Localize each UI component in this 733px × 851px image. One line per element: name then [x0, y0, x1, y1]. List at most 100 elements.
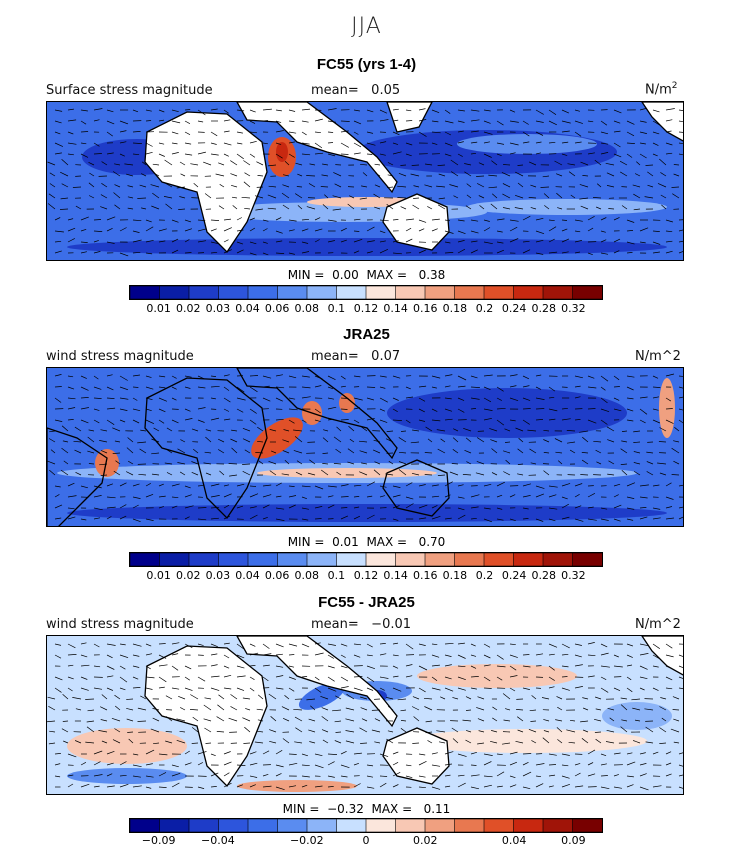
wind-vector	[490, 439, 498, 443]
wind-vector	[477, 696, 485, 700]
wind-vector	[106, 654, 113, 659]
panel1-units-sup: 2	[671, 81, 678, 91]
wind-vector	[54, 775, 61, 778]
wind-vector	[561, 783, 571, 788]
wind-vector	[152, 192, 160, 199]
wind-vector	[387, 706, 394, 711]
wind-vector	[388, 460, 394, 465]
wind-vector	[492, 717, 498, 722]
wind-vector	[203, 462, 212, 465]
wind-vector	[392, 518, 399, 521]
wind-vector	[483, 386, 491, 391]
wind-vector	[366, 397, 374, 401]
wind-vector	[204, 697, 212, 700]
wind-vector	[249, 386, 258, 393]
wind-vector	[171, 375, 177, 379]
stress-band	[257, 468, 437, 478]
wind-vector	[522, 495, 531, 498]
wind-vector	[145, 786, 152, 789]
wind-vector	[132, 785, 142, 788]
wind-vector	[548, 396, 555, 399]
wind-vector	[47, 161, 56, 166]
wind-vector	[366, 386, 376, 388]
wind-vector	[327, 654, 334, 659]
wind-vector	[567, 163, 576, 166]
wind-vector	[509, 494, 516, 498]
wind-vector	[600, 775, 608, 777]
stress-band	[237, 780, 357, 792]
panel2-title: JRA25	[343, 326, 390, 343]
wind-vector	[606, 172, 615, 177]
wind-vector	[522, 131, 530, 137]
wind-vector	[379, 119, 389, 122]
wind-vector	[457, 514, 466, 520]
wind-vector	[236, 386, 245, 393]
wind-vector	[93, 240, 99, 243]
panel1-colorbar	[129, 285, 603, 300]
wind-vector	[587, 518, 597, 521]
wind-vector	[184, 219, 192, 223]
colorbar-svg	[130, 553, 602, 566]
wind-vector	[438, 173, 446, 177]
wind-vector	[60, 469, 69, 476]
wind-vector	[517, 729, 524, 733]
wind-vector	[257, 426, 264, 432]
wind-vector	[332, 709, 342, 712]
wind-vector	[449, 471, 459, 476]
wind-vector	[392, 654, 399, 657]
wind-vector	[171, 653, 179, 656]
wind-vector	[165, 716, 173, 722]
wind-vector	[267, 194, 277, 199]
colorbar-swatch	[247, 286, 279, 299]
colorbar-swatch	[454, 286, 485, 299]
wind-vector	[223, 687, 232, 690]
wind-vector	[557, 460, 563, 465]
wind-vector	[665, 250, 673, 254]
wind-vector	[189, 709, 199, 711]
wind-vector	[639, 763, 647, 766]
wind-vector	[503, 164, 511, 166]
wind-vector	[634, 719, 641, 722]
wind-vector	[587, 152, 595, 155]
wind-vector	[470, 249, 478, 254]
wind-vector	[320, 469, 329, 476]
wind-vector	[397, 197, 407, 199]
wind-vector	[543, 439, 550, 443]
wind-vector	[678, 396, 683, 399]
wind-vector	[673, 460, 680, 465]
wind-vector	[509, 120, 519, 123]
wind-vector	[379, 676, 389, 679]
wind-vector	[288, 676, 296, 680]
wind-vector	[561, 496, 568, 500]
wind-vector	[106, 785, 115, 788]
wind-vector	[626, 153, 633, 158]
wind-vector	[114, 184, 121, 188]
wind-vector	[444, 252, 454, 254]
wind-vector	[444, 397, 452, 400]
wind-vector	[230, 706, 238, 711]
wind-vector	[392, 761, 399, 766]
wind-vector	[379, 653, 387, 656]
colorbar-swatch	[424, 819, 456, 832]
wind-vector	[548, 120, 557, 126]
wind-vector	[548, 226, 557, 232]
wind-vector	[288, 229, 295, 232]
wind-vector	[444, 385, 451, 388]
wind-vector	[568, 171, 576, 177]
ocean-base	[47, 368, 683, 526]
wind-vector	[528, 728, 537, 733]
wind-vector	[470, 751, 477, 755]
wind-vector	[332, 195, 342, 199]
wind-vector	[320, 695, 329, 700]
wind-vector	[184, 687, 193, 691]
wind-vector	[400, 164, 407, 166]
wind-vector	[93, 495, 102, 498]
wind-vector	[587, 419, 597, 424]
wind-vector	[93, 687, 103, 690]
wind-vector	[257, 719, 264, 722]
wind-vector	[400, 206, 407, 210]
wind-vector	[191, 461, 199, 465]
wind-vector	[373, 469, 381, 476]
wind-vector	[275, 687, 284, 690]
wind-vector	[548, 141, 556, 144]
